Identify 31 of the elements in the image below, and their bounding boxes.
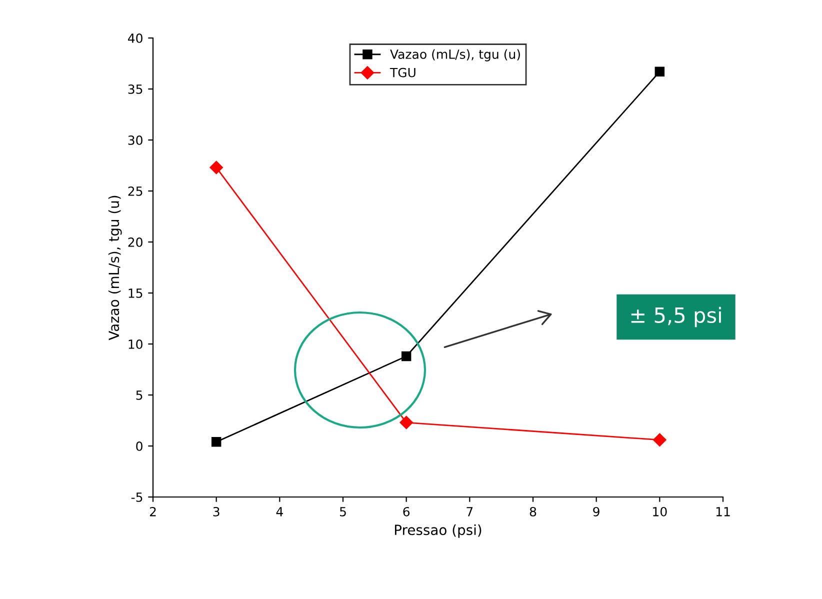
point	[654, 66, 665, 77]
legend-label: TGU	[390, 68, 416, 78]
y-tick-label: 25	[128, 186, 142, 196]
y-tick-label: 30	[128, 135, 142, 145]
point	[653, 433, 666, 446]
x-tick-label: 8	[530, 506, 536, 516]
x-tick-label: 10	[653, 506, 667, 516]
point	[401, 351, 412, 362]
legend-label: Vazao (mL/s), tgu (u)	[390, 49, 520, 62]
y-axis-title: Vazao (mL/s), tgu (u)	[108, 196, 122, 340]
y-tick-label: -5	[131, 492, 142, 502]
y-tick-label: 20	[128, 237, 142, 247]
point	[211, 437, 222, 447]
point	[400, 416, 413, 430]
x-tick-label: 7	[466, 507, 473, 516]
x-tick-label: 3	[213, 506, 220, 516]
x-axis-title: Pressao (psi)	[395, 524, 482, 538]
y-tick-label: 15	[128, 288, 142, 298]
y-tick-label: 35	[128, 84, 142, 94]
x-tick-label: 2	[150, 506, 156, 516]
x-tick-label: 9	[593, 506, 600, 516]
y-tick-label: 5	[136, 390, 142, 400]
y-tick-label: 10	[128, 339, 142, 349]
point	[210, 160, 223, 174]
x-tick-label: 6	[403, 506, 410, 516]
x-tick-label: 4	[276, 507, 283, 516]
annotation: ± 5,5 psi	[631, 306, 721, 328]
y-tick-label: 0	[136, 441, 142, 451]
x-tick-label: 11	[716, 507, 730, 516]
y-tick-label: 40	[128, 33, 142, 43]
x-tick-label: 5	[340, 507, 346, 516]
